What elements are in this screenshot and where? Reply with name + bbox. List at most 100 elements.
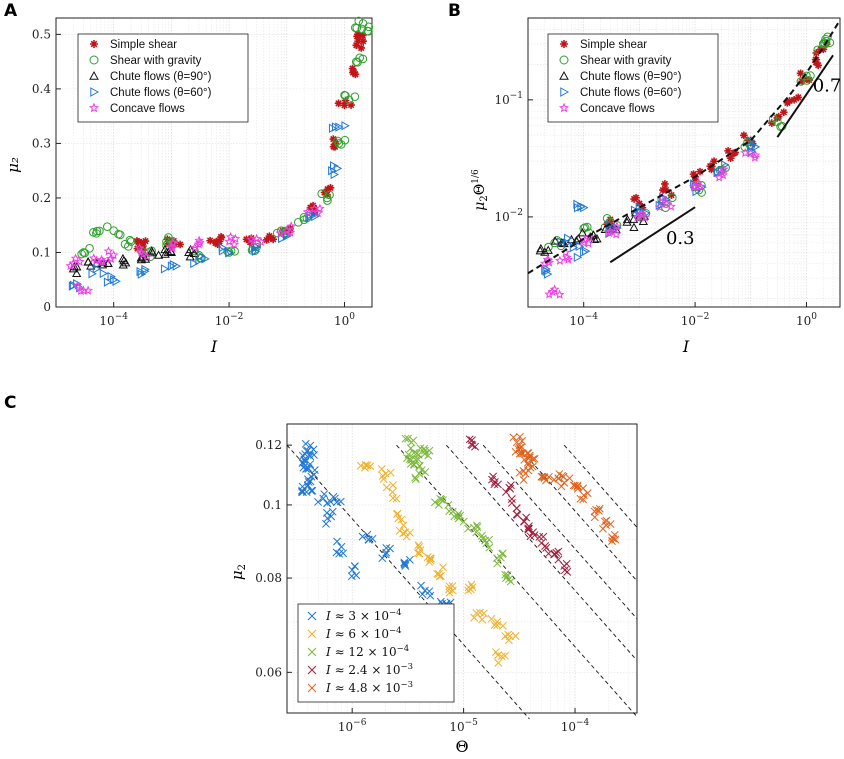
- x-tick-label: 100: [334, 312, 355, 328]
- data-point: [307, 486, 316, 495]
- y-tick-label: 0.1: [32, 245, 51, 259]
- legend-label: Concave flows: [580, 103, 655, 115]
- data-point: [543, 245, 553, 254]
- data-point: [554, 547, 563, 556]
- data-point: [95, 226, 104, 236]
- data-point: [335, 122, 344, 132]
- data-point: [599, 524, 607, 533]
- data-point: [718, 170, 728, 180]
- data-point: [812, 58, 820, 67]
- data-point: [445, 588, 454, 597]
- data-point: [812, 49, 821, 57]
- data-point: [298, 486, 307, 495]
- data-point: [126, 237, 136, 246]
- data-point: [379, 475, 388, 483]
- y-tick-label: 0.2: [32, 191, 51, 205]
- data-point: [517, 443, 526, 451]
- data-point: [579, 495, 588, 504]
- data-point: [525, 451, 534, 460]
- y-tick-label: 10−2: [494, 208, 523, 224]
- data-point: [389, 481, 397, 490]
- y-tick-label: 0.12: [255, 438, 282, 452]
- data-point: [584, 232, 595, 242]
- data-point: [299, 213, 309, 222]
- data-point: [563, 254, 574, 264]
- data-point: [406, 455, 414, 464]
- data-point: [589, 234, 600, 244]
- data-point: [481, 536, 490, 545]
- data-point: [490, 621, 499, 629]
- data-point: [75, 285, 86, 296]
- data-point: [133, 237, 141, 245]
- data-point: [464, 583, 473, 592]
- data-point: [348, 64, 357, 73]
- data-point: [105, 253, 116, 263]
- data-point: [103, 258, 113, 267]
- data-point: [608, 533, 616, 542]
- legend-marker: [307, 647, 317, 657]
- data-point: [286, 221, 297, 231]
- data-point: [399, 521, 408, 530]
- data-point: [638, 216, 649, 225]
- data-point: [512, 504, 521, 513]
- data-point: [310, 470, 319, 479]
- data-point: [535, 245, 545, 255]
- data-point: [355, 53, 365, 63]
- data-point: [336, 497, 345, 506]
- data-point: [322, 519, 330, 528]
- data-point: [169, 259, 179, 270]
- data-point: [409, 449, 418, 457]
- data-point: [377, 464, 386, 473]
- panel-letter: C: [4, 393, 16, 413]
- data-point: [509, 433, 518, 442]
- data-point: [696, 167, 704, 176]
- data-point: [498, 549, 507, 558]
- data-point: [528, 462, 537, 471]
- data-point: [659, 186, 667, 194]
- data-point: [102, 222, 112, 231]
- data-point: [790, 96, 798, 104]
- data-point: [409, 460, 418, 469]
- data-point: [436, 572, 445, 580]
- y-tick-label: 0.06: [255, 665, 282, 679]
- x-tick-label: 10−2: [215, 312, 244, 328]
- data-point: [139, 246, 148, 254]
- data-point: [613, 223, 622, 233]
- data-point: [411, 475, 420, 484]
- data-point: [196, 251, 206, 261]
- data-point: [544, 242, 553, 252]
- data-point: [341, 121, 350, 131]
- data-point: [147, 246, 157, 255]
- guide-line: [396, 444, 638, 717]
- data-point: [357, 44, 366, 52]
- panel-letter: B: [448, 1, 461, 21]
- legend-marker: [307, 611, 317, 621]
- data-point: [468, 436, 476, 445]
- data-point: [506, 481, 515, 490]
- data-point: [490, 480, 499, 489]
- data-point: [364, 27, 373, 36]
- data-point: [303, 475, 312, 484]
- y-tick-label: 0.5: [32, 27, 51, 41]
- data-point: [564, 233, 573, 243]
- legend-marker: [560, 87, 570, 97]
- data-point: [350, 92, 360, 101]
- data-point: [153, 250, 164, 259]
- data-point: [339, 549, 348, 558]
- data-point: [740, 147, 751, 158]
- series-3: [465, 435, 572, 576]
- data-point: [479, 609, 488, 618]
- data-point: [278, 233, 287, 244]
- data-point: [805, 76, 813, 84]
- data-point: [85, 243, 94, 253]
- guide-line: [482, 444, 638, 620]
- data-point: [406, 444, 415, 453]
- data-point: [297, 487, 306, 496]
- data-point: [557, 482, 566, 491]
- data-point: [544, 269, 553, 279]
- data-point: [226, 246, 236, 256]
- data-point: [602, 213, 612, 223]
- y-tick-label: 0.4: [32, 82, 51, 96]
- data-point: [206, 236, 214, 245]
- data-point: [332, 122, 341, 132]
